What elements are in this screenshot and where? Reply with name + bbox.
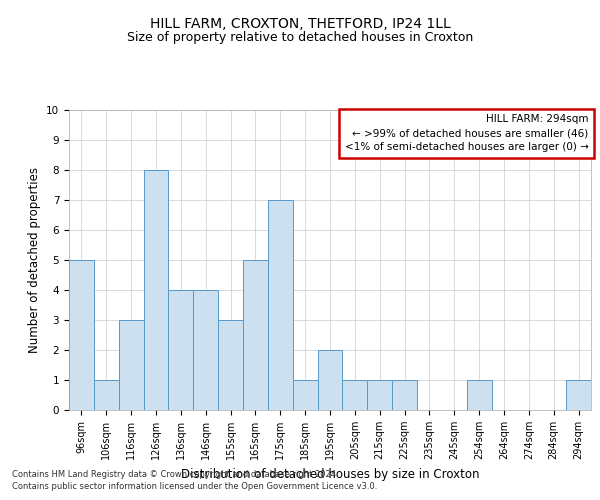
Bar xyxy=(94,380,119,410)
Bar xyxy=(467,380,491,410)
Bar xyxy=(243,260,268,410)
Bar xyxy=(566,380,591,410)
Text: Contains public sector information licensed under the Open Government Licence v3: Contains public sector information licen… xyxy=(12,482,377,491)
Bar xyxy=(169,290,193,410)
X-axis label: Distribution of detached houses by size in Croxton: Distribution of detached houses by size … xyxy=(181,468,479,480)
Bar xyxy=(193,290,218,410)
Bar xyxy=(143,170,169,410)
Text: Size of property relative to detached houses in Croxton: Size of property relative to detached ho… xyxy=(127,31,473,44)
Bar xyxy=(119,320,143,410)
Bar xyxy=(218,320,243,410)
Text: Contains HM Land Registry data © Crown copyright and database right 2024.: Contains HM Land Registry data © Crown c… xyxy=(12,470,338,479)
Bar xyxy=(343,380,367,410)
Text: HILL FARM: 294sqm
← >99% of detached houses are smaller (46)
<1% of semi-detache: HILL FARM: 294sqm ← >99% of detached hou… xyxy=(344,114,589,152)
Bar xyxy=(367,380,392,410)
Bar xyxy=(268,200,293,410)
Y-axis label: Number of detached properties: Number of detached properties xyxy=(28,167,41,353)
Bar xyxy=(392,380,417,410)
Text: HILL FARM, CROXTON, THETFORD, IP24 1LL: HILL FARM, CROXTON, THETFORD, IP24 1LL xyxy=(149,18,451,32)
Bar xyxy=(69,260,94,410)
Bar xyxy=(317,350,343,410)
Bar xyxy=(293,380,317,410)
